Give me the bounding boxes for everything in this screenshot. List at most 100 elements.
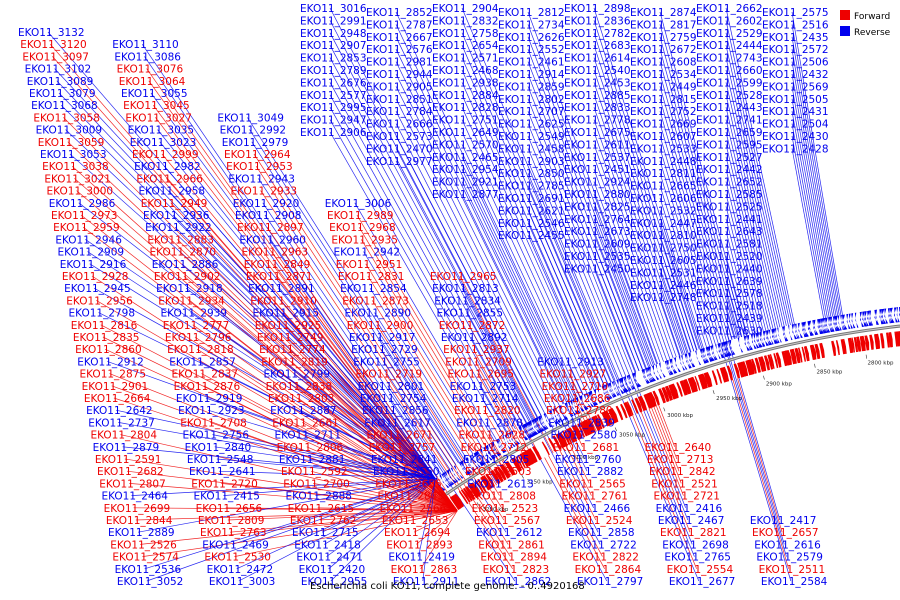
feature-label[interactable]: EKO11_3045 bbox=[123, 100, 190, 112]
feature-label[interactable]: EKO11_2753 bbox=[450, 381, 517, 393]
feature-label[interactable]: EKO11_2471 bbox=[296, 552, 363, 564]
feature-label[interactable]: EKO11_2900 bbox=[347, 320, 414, 332]
feature-label[interactable]: EKO11_2849 bbox=[244, 259, 311, 271]
feature-label[interactable]: EKO11_2878 bbox=[456, 417, 523, 429]
feature-label[interactable]: EKO11_2946 bbox=[55, 234, 122, 246]
feature-label[interactable]: EKO11_2757 bbox=[369, 442, 436, 454]
feature-label[interactable]: EKO11_2960 bbox=[239, 234, 306, 246]
feature-label[interactable]: EKO11_2912 bbox=[77, 356, 144, 368]
feature-label[interactable]: EKO11_2661 bbox=[272, 417, 339, 429]
feature-label[interactable]: EKO11_2654 bbox=[432, 40, 499, 52]
feature-label[interactable]: EKO11_2852 bbox=[366, 7, 433, 19]
feature-label[interactable]: EKO11_2755 bbox=[353, 356, 420, 368]
feature-label[interactable]: EKO11_2774 bbox=[259, 344, 326, 356]
feature-label[interactable]: EKO11_2677 bbox=[669, 576, 736, 588]
feature-label[interactable]: EKO11_2965 bbox=[430, 271, 497, 283]
feature-label[interactable]: EKO11_2653 bbox=[382, 515, 449, 527]
feature-label[interactable]: EKO11_2576 bbox=[366, 44, 433, 56]
feature-label[interactable]: EKO11_2469 bbox=[202, 539, 269, 551]
feature-label[interactable]: EKO11_2470 bbox=[366, 143, 433, 155]
feature-label[interactable]: EKO11_2919 bbox=[176, 393, 243, 405]
feature-label[interactable]: EKO11_2805 bbox=[463, 454, 530, 466]
feature-label[interactable]: EKO11_2927 bbox=[539, 369, 606, 381]
feature-label[interactable]: EKO11_2754 bbox=[360, 393, 427, 405]
feature-label[interactable]: EKO11_2914 bbox=[498, 69, 565, 81]
feature-label[interactable]: EKO11_2803 bbox=[268, 393, 335, 405]
feature-label[interactable]: EKO11_2605 bbox=[630, 255, 697, 267]
feature-label[interactable]: EKO11_2420 bbox=[299, 564, 366, 576]
feature-label[interactable]: EKO11_2758 bbox=[432, 28, 499, 40]
feature-label[interactable]: EKO11_2904 bbox=[432, 3, 499, 15]
feature-label[interactable]: EKO11_2659 bbox=[696, 127, 763, 139]
feature-label[interactable]: EKO11_2442 bbox=[696, 164, 763, 176]
feature-label[interactable]: EKO11_2714 bbox=[452, 393, 519, 405]
feature-label[interactable]: EKO11_2862 bbox=[485, 576, 552, 588]
feature-label[interactable]: EKO11_2443 bbox=[696, 102, 763, 114]
feature-label[interactable]: EKO11_2657 bbox=[752, 527, 819, 539]
feature-label[interactable]: EKO11_2615 bbox=[288, 503, 355, 515]
feature-label[interactable]: EKO11_2884 bbox=[432, 90, 499, 102]
feature-label[interactable]: EKO11_2675 bbox=[564, 127, 631, 139]
feature-label[interactable]: EKO11_3055 bbox=[121, 88, 188, 100]
feature-label[interactable]: EKO11_2468 bbox=[432, 65, 499, 77]
feature-label[interactable]: EKO11_3097 bbox=[22, 51, 89, 63]
feature-label[interactable]: EKO11_3089 bbox=[27, 76, 94, 88]
feature-label[interactable]: EKO11_2813 bbox=[432, 283, 499, 295]
feature-label[interactable]: EKO11_2885 bbox=[564, 90, 631, 102]
feature-label[interactable]: EKO11_2939 bbox=[161, 308, 228, 320]
feature-label[interactable]: EKO11_2503 bbox=[465, 466, 532, 478]
feature-label[interactable]: EKO11_2840 bbox=[185, 442, 252, 454]
feature-label[interactable]: EKO11_2942 bbox=[334, 247, 401, 259]
feature-label[interactable]: EKO11_2441 bbox=[696, 214, 763, 226]
feature-label[interactable]: EKO11_2799 bbox=[263, 369, 330, 381]
feature-label[interactable]: EKO11_2536 bbox=[115, 564, 182, 576]
feature-label[interactable]: EKO11_2698 bbox=[662, 539, 729, 551]
feature-label[interactable]: EKO11_2817 bbox=[630, 19, 697, 31]
feature-label[interactable]: EKO11_2831 bbox=[338, 271, 405, 283]
feature-label[interactable]: EKO11_2871 bbox=[246, 271, 313, 283]
feature-label[interactable]: EKO11_2444 bbox=[696, 40, 763, 52]
feature-label[interactable]: EKO11_2876 bbox=[174, 381, 241, 393]
feature-label[interactable]: EKO11_2898 bbox=[564, 3, 631, 15]
feature-label[interactable]: EKO11_2938 bbox=[432, 77, 499, 89]
feature-label[interactable]: EKO11_2853 bbox=[300, 53, 367, 65]
feature-label[interactable]: EKO11_2981 bbox=[366, 57, 433, 69]
feature-label[interactable]: EKO11_2804 bbox=[90, 430, 157, 442]
feature-label[interactable]: EKO11_2860 bbox=[75, 344, 142, 356]
feature-label[interactable]: EKO11_2806 bbox=[277, 442, 344, 454]
feature-label[interactable]: EKO11_2979 bbox=[222, 137, 289, 149]
feature-label[interactable]: EKO11_3059 bbox=[38, 137, 105, 149]
feature-label[interactable]: EKO11_2683 bbox=[564, 40, 631, 52]
feature-label[interactable]: EKO11_2872 bbox=[439, 320, 506, 332]
feature-label[interactable]: EKO11_2572 bbox=[762, 44, 829, 56]
feature-label[interactable]: EKO11_2415 bbox=[193, 491, 260, 503]
feature-label[interactable]: EKO11_2681 bbox=[553, 442, 620, 454]
feature-label[interactable]: EKO11_2797 bbox=[577, 576, 644, 588]
feature-label[interactable]: EKO11_2532 bbox=[630, 205, 697, 217]
feature-label[interactable]: EKO11_2920 bbox=[233, 198, 300, 210]
feature-label[interactable]: EKO11_2863 bbox=[391, 564, 458, 576]
feature-label[interactable]: EKO11_2574 bbox=[112, 552, 179, 564]
feature-label[interactable]: EKO11_2889 bbox=[108, 527, 175, 539]
feature-label[interactable]: EKO11_2834 bbox=[434, 295, 501, 307]
feature-label[interactable]: EKO11_2672 bbox=[630, 44, 697, 56]
feature-label[interactable]: EKO11_2986 bbox=[49, 198, 116, 210]
feature-label[interactable]: EKO11_2529 bbox=[696, 28, 763, 40]
feature-label[interactable]: EKO11_2761 bbox=[561, 491, 628, 503]
feature-label[interactable]: EKO11_2525 bbox=[696, 201, 763, 213]
feature-label[interactable]: EKO11_2592 bbox=[281, 466, 348, 478]
feature-label[interactable]: EKO11_2548 bbox=[187, 454, 254, 466]
feature-label[interactable]: EKO11_2712 bbox=[461, 442, 528, 454]
feature-label[interactable]: EKO11_2943 bbox=[228, 173, 295, 185]
feature-label[interactable]: EKO11_2451 bbox=[564, 164, 631, 176]
feature-label[interactable]: EKO11_2918 bbox=[156, 283, 223, 295]
feature-label[interactable]: EKO11_3038 bbox=[42, 161, 109, 173]
feature-label[interactable]: EKO11_2417 bbox=[750, 515, 817, 527]
feature-label[interactable]: EKO11_2430 bbox=[762, 131, 829, 143]
feature-label[interactable]: EKO11_3003 bbox=[209, 576, 276, 588]
feature-label[interactable]: EKO11_2440 bbox=[696, 263, 763, 275]
feature-label[interactable]: EKO11_2821 bbox=[660, 527, 727, 539]
feature-label[interactable]: EKO11_3064 bbox=[119, 76, 186, 88]
feature-label[interactable]: EKO11_2673 bbox=[564, 226, 631, 238]
feature-label[interactable]: EKO11_2729 bbox=[351, 344, 418, 356]
